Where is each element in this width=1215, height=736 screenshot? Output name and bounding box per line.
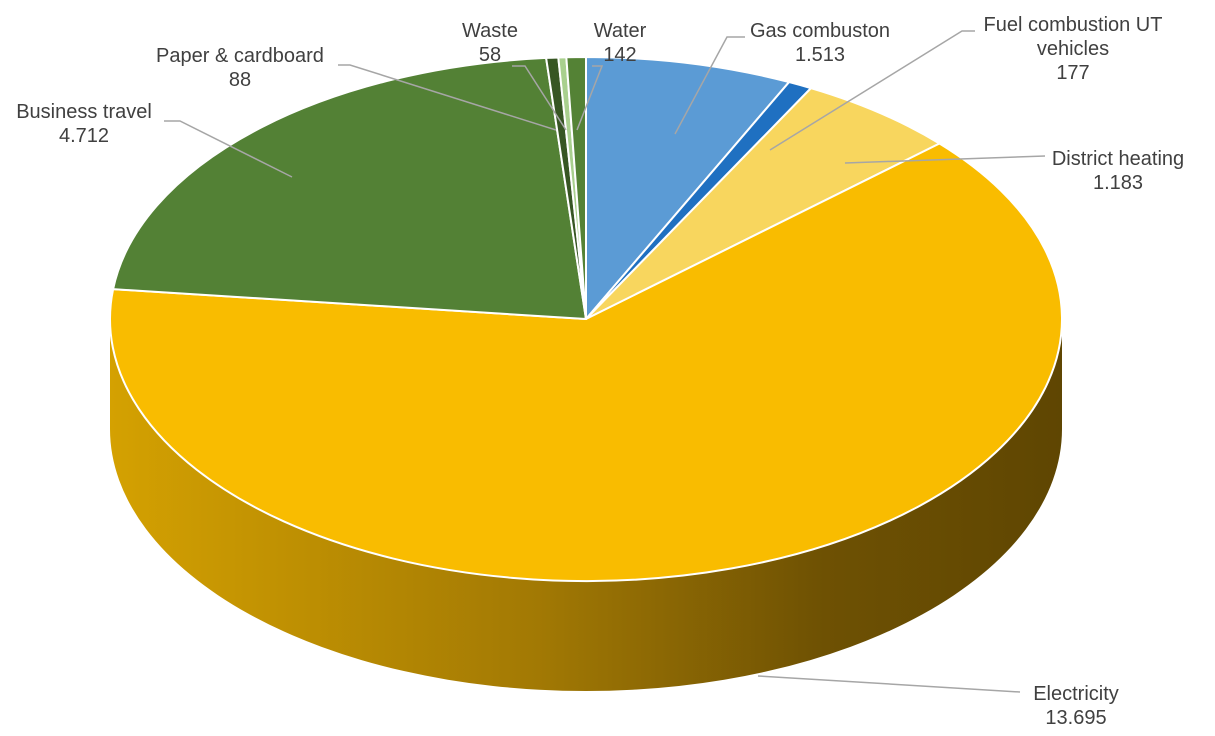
category-label: Electricity: [1033, 683, 1119, 705]
value-label: 13.695: [1045, 707, 1106, 729]
leader-line-waste: [512, 65, 567, 131]
leader-line-district-heating: [844, 155, 1046, 164]
category-label: Waste: [462, 20, 518, 42]
pie-side-electricity: [110, 319, 1062, 691]
category-label: Fuel combustion UT: [984, 14, 1163, 36]
value-label: 1.183: [1093, 172, 1143, 194]
value-label: 88: [229, 69, 251, 91]
leader-line-paper-and-cardboard: [338, 64, 557, 131]
pie-slice-electricity: [109, 142, 1063, 582]
leader-line-water: [576, 65, 604, 131]
category-label: District heating: [1052, 148, 1184, 170]
category-label: Paper & cardboard: [156, 45, 324, 67]
value-label: 177: [1056, 62, 1089, 84]
pie-slice-water: [565, 56, 587, 320]
category-label: Gas combuston: [750, 20, 890, 42]
pie-slice-gas-combuston: [585, 56, 791, 320]
value-label: 58: [479, 44, 501, 66]
category-label: Water: [594, 20, 647, 42]
leader-line-electricity: [757, 675, 1021, 693]
pie-slice-district-heating: [585, 87, 941, 320]
value-label: 4.712: [59, 125, 109, 147]
leader-line-business-travel: [164, 120, 293, 178]
value-label: 1.513: [795, 44, 845, 66]
value-label: 142: [603, 44, 636, 66]
category-label: Business travel: [16, 101, 152, 123]
leader-line-fuel-combustion-ut-vehicles: [769, 30, 975, 151]
pie-slice-business-travel: [112, 56, 587, 320]
category-label: vehicles: [1037, 38, 1109, 60]
leader-line-gas-combuston: [674, 36, 745, 135]
